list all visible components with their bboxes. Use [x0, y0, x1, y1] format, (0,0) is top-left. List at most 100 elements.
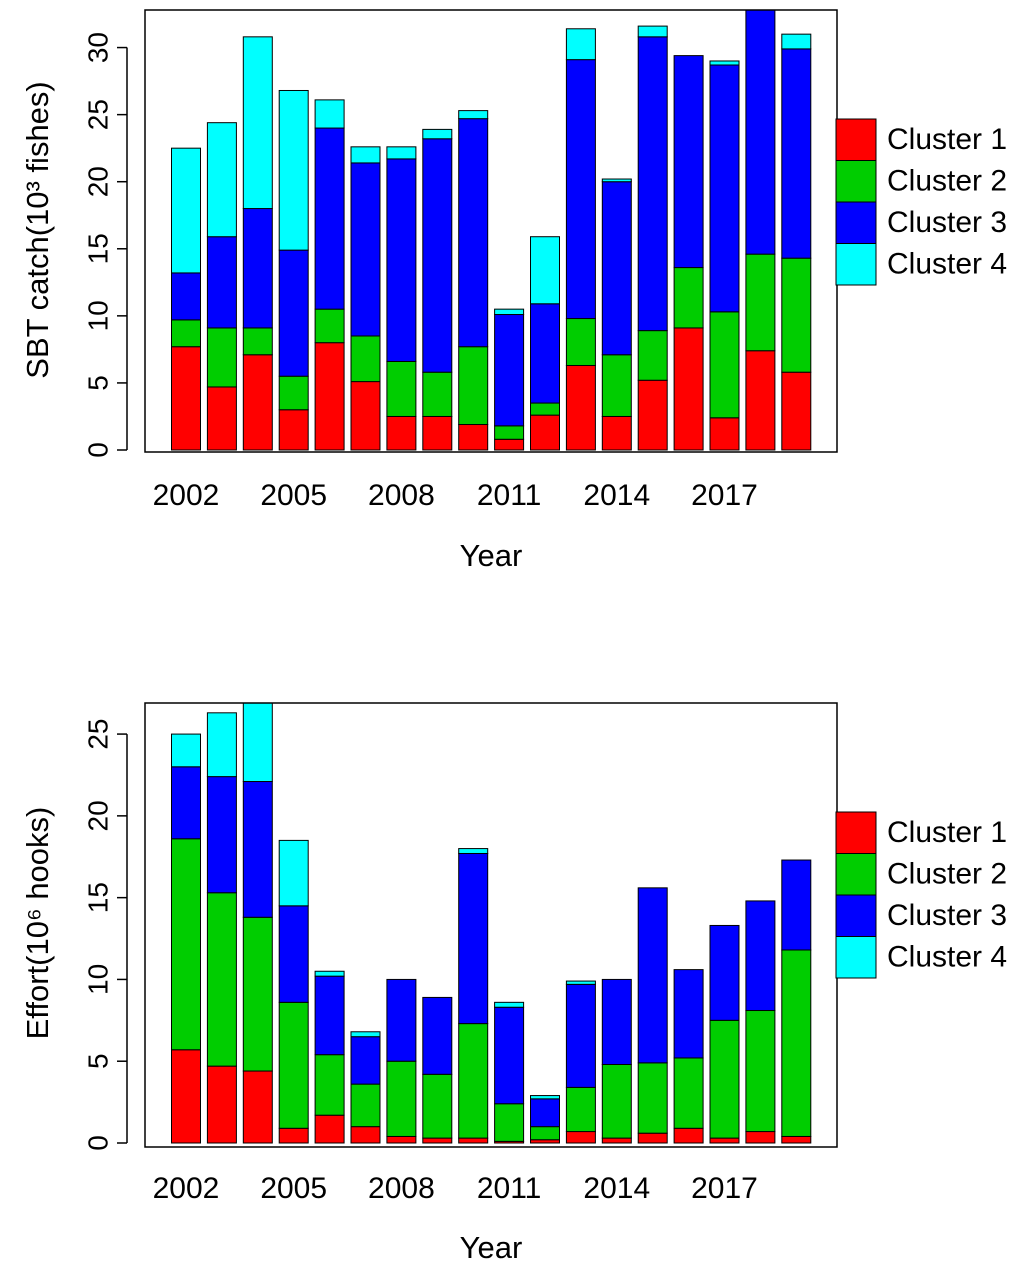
legend-label: Cluster 1	[887, 123, 1007, 156]
y-tick-label: 25	[82, 99, 113, 130]
bar-segment	[637, 887, 668, 1064]
bar-segment	[601, 181, 632, 356]
bar-segment	[745, 900, 776, 1012]
legend-label: Cluster 4	[887, 940, 1007, 973]
bar-segment	[386, 360, 417, 417]
bar-segment	[242, 916, 273, 1072]
bar-segment	[745, 253, 776, 352]
bar-segment	[386, 1135, 417, 1144]
legend-swatch	[835, 853, 877, 896]
y-tick-label: 0	[82, 442, 113, 458]
bar-segment	[242, 781, 273, 918]
bar-segment	[314, 308, 345, 344]
bar-segment	[242, 354, 273, 451]
bar-segment	[206, 327, 237, 388]
bar-segment	[278, 1127, 309, 1144]
bar-segment	[386, 978, 417, 1062]
bar-segment	[601, 978, 632, 1065]
bar-segment	[171, 838, 201, 1051]
bar-segment	[709, 60, 740, 66]
y-tick-label: 10	[82, 964, 113, 995]
x-axis-label: Year	[460, 538, 523, 573]
bar-segment	[422, 138, 453, 373]
y-tick-label: 0	[82, 1135, 113, 1151]
bar-segment	[565, 1131, 596, 1144]
bar-segment	[350, 1126, 381, 1144]
legend-swatch	[835, 243, 877, 286]
bar-segment	[637, 1132, 668, 1144]
x-tick-label: 2002	[153, 479, 220, 512]
bar-segment	[601, 354, 632, 417]
bar-segment	[206, 122, 237, 238]
bar-segment	[206, 892, 237, 1067]
legend-label: Cluster 1	[887, 816, 1007, 849]
bar-segment	[171, 272, 201, 321]
bar-segment	[278, 375, 309, 411]
bar-segment	[350, 1031, 381, 1038]
bar-segment	[458, 1137, 489, 1144]
x-tick-label: 2002	[153, 1172, 220, 1205]
bar-segment	[530, 402, 560, 416]
bar-segment	[278, 905, 309, 1003]
bar-segment	[494, 1103, 525, 1142]
legend-label: Cluster 2	[887, 857, 1007, 890]
bar-segment	[565, 1086, 596, 1133]
bar-segment	[350, 381, 381, 451]
legend-label: Cluster 2	[887, 164, 1007, 197]
bar-segment	[278, 249, 309, 377]
bar-segment	[206, 236, 237, 329]
y-axis-label: Effort(10⁶ hooks)	[20, 807, 55, 1040]
bar-segment	[494, 1006, 525, 1105]
x-tick-label: 2011	[477, 479, 542, 512]
bar-segment	[171, 346, 201, 451]
y-tick-label: 5	[82, 375, 113, 391]
bar-segment	[530, 1098, 560, 1128]
bar-segment	[601, 1137, 632, 1144]
bar-segment	[242, 208, 273, 329]
bar-segment	[278, 1001, 309, 1129]
bar-segment	[171, 733, 201, 768]
bar-segment	[171, 147, 201, 274]
bar-segment	[458, 118, 489, 348]
bar-segment	[673, 1127, 704, 1144]
bar-segment	[242, 327, 273, 356]
bar-segment	[350, 335, 381, 383]
legend-swatch	[835, 936, 877, 979]
bar-segment	[673, 1057, 704, 1129]
bar-segment	[637, 330, 668, 381]
bar-segment	[458, 424, 489, 451]
bar-segment	[458, 852, 489, 1025]
bar-segment	[314, 970, 345, 977]
bar-segment	[781, 949, 812, 1137]
bar-segment	[494, 1001, 525, 1008]
x-tick-label: 2008	[368, 1172, 435, 1205]
bar-segment	[386, 415, 417, 451]
bars	[171, 10, 812, 451]
bar-segment	[565, 59, 596, 320]
bar-segment	[386, 158, 417, 362]
bar-segment	[314, 99, 345, 129]
bar-segment	[781, 33, 812, 50]
bar-segment	[422, 371, 453, 417]
x-tick-label: 2014	[583, 479, 650, 512]
bar-segment	[314, 1054, 345, 1116]
bar-segment	[673, 55, 704, 269]
bar-segment	[637, 36, 668, 332]
y-tick-label: 20	[82, 166, 113, 197]
bar-segment	[601, 415, 632, 451]
x-tick-label: 2005	[260, 1172, 327, 1205]
y-tick-label: 20	[82, 800, 113, 831]
bar-segment	[314, 975, 345, 1056]
legend-swatch	[835, 201, 877, 244]
bar-segment	[314, 1114, 345, 1144]
x-tick-label: 2005	[260, 479, 327, 512]
bar-segment	[709, 64, 740, 313]
bar-segment	[673, 969, 704, 1059]
bar-segment	[494, 314, 525, 427]
bar-segment	[422, 1137, 453, 1144]
bar-segment	[530, 1126, 560, 1141]
bar-segment	[781, 1135, 812, 1144]
bar-segment	[530, 1095, 560, 1100]
x-tick-label: 2014	[583, 1172, 650, 1205]
bar-segment	[171, 319, 201, 348]
